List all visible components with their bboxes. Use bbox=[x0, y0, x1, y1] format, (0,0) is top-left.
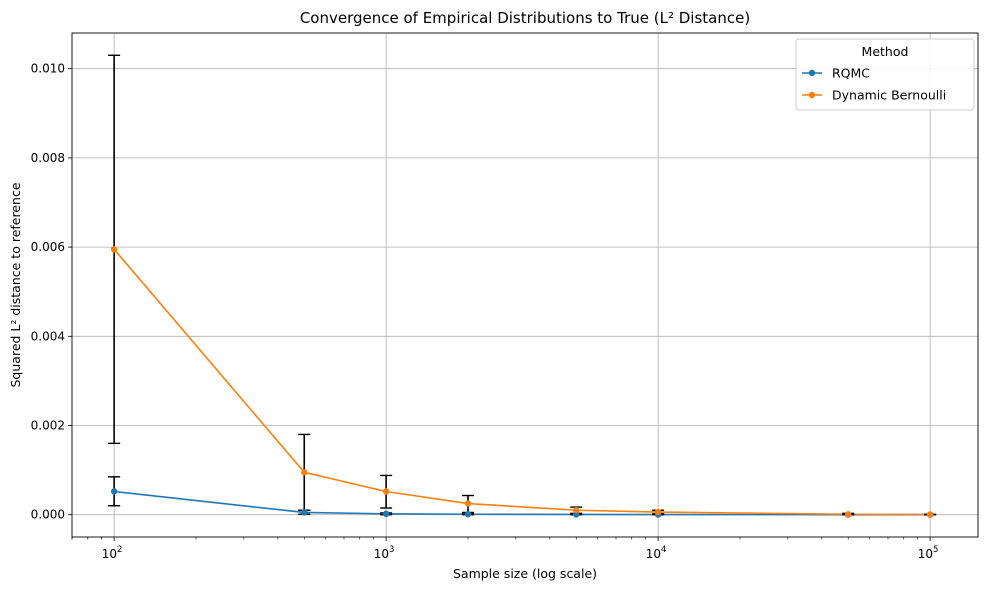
x-tick-label: 102 bbox=[102, 545, 123, 561]
y-tick-label: 0.004 bbox=[31, 329, 65, 343]
data-point bbox=[464, 500, 472, 507]
legend-title: Method bbox=[862, 44, 909, 59]
legend-label: RQMC bbox=[832, 66, 870, 81]
x-axis-label: Sample size (log scale) bbox=[453, 566, 597, 581]
legend-box bbox=[795, 38, 975, 111]
chart-title: Convergence of Empirical Distributions t… bbox=[300, 9, 750, 27]
minor-ticks bbox=[71, 537, 918, 540]
x-tick-exponent: 3 bbox=[389, 545, 394, 555]
x-tick-base: 10 bbox=[374, 547, 389, 561]
x-tick-label: 103 bbox=[374, 545, 395, 561]
data-point bbox=[382, 510, 390, 518]
series-points bbox=[110, 246, 934, 518]
legend-label: Dynamic Bernoulli bbox=[832, 88, 946, 103]
y-tick-label: 0.010 bbox=[31, 62, 65, 76]
legend: Method RQMC Dynamic Bernoulli bbox=[795, 38, 975, 111]
data-point bbox=[110, 488, 118, 495]
series-lines bbox=[113, 248, 931, 516]
data-point bbox=[573, 507, 580, 514]
data-point bbox=[845, 511, 852, 518]
grid bbox=[72, 33, 978, 537]
x-tick-base: 10 bbox=[646, 547, 661, 561]
legend-marker bbox=[808, 91, 816, 99]
y-tick-label: 0.008 bbox=[31, 151, 65, 165]
data-point bbox=[110, 246, 118, 253]
data-point bbox=[654, 508, 662, 516]
data-point bbox=[382, 488, 390, 495]
y-axis-label: Squared L² distance to reference bbox=[8, 182, 23, 387]
data-point bbox=[926, 511, 934, 518]
data-point bbox=[301, 469, 308, 476]
data-point bbox=[464, 511, 472, 518]
x-tick-exponent: 4 bbox=[661, 545, 666, 555]
x-tick-label: 104 bbox=[646, 545, 667, 561]
y-tick-label: 0.002 bbox=[31, 418, 65, 432]
data-point bbox=[301, 509, 308, 516]
x-tick-label: 105 bbox=[918, 545, 939, 561]
legend-entries: RQMC Dynamic Bernoulli bbox=[802, 66, 946, 103]
x-tick-base: 10 bbox=[102, 547, 117, 561]
x-tick-exponent: 5 bbox=[933, 545, 938, 555]
y-tick-label: 0.006 bbox=[31, 240, 65, 254]
plot-frame bbox=[71, 32, 979, 538]
x-tick-base: 10 bbox=[918, 547, 933, 561]
legend-marker bbox=[808, 69, 816, 77]
y-tick-label: 0.000 bbox=[31, 508, 65, 522]
x-tick-exponent: 2 bbox=[117, 545, 122, 555]
series-line-dynamic-bernoulli bbox=[113, 248, 931, 516]
